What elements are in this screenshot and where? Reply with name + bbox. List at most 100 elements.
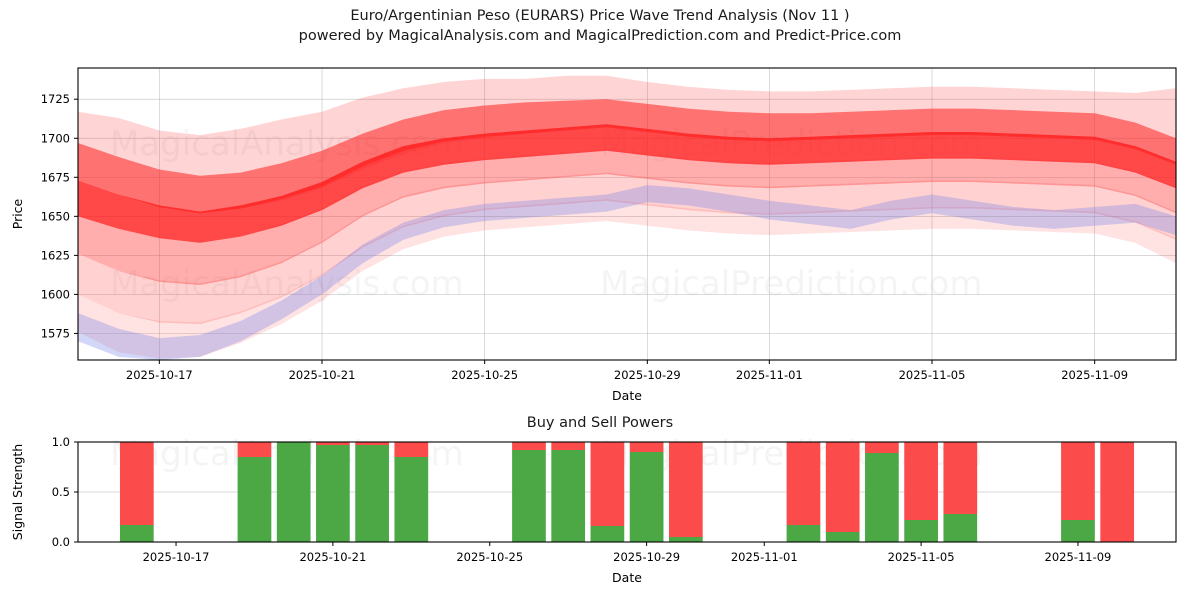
figure-title-line-2: powered by MagicalAnalysis.com and Magic… (298, 28, 902, 44)
wave-bands-layer (78, 75, 1176, 360)
y-tick-label: 0.0 (52, 535, 70, 549)
sell-power-segment[interactable] (786, 442, 821, 525)
figure-title: Euro/Argentinian Peso (EURARS) Price Wav… (0, 6, 1200, 46)
sell-power-segment[interactable] (394, 442, 429, 457)
stacked-bar[interactable] (786, 442, 821, 542)
sell-power-segment[interactable] (1100, 442, 1135, 542)
figure-title-line-1: Euro/Argentinian Peso (EURARS) Price Wav… (350, 8, 850, 24)
stacked-bar[interactable] (825, 442, 860, 542)
buy-and-sell-powers-chart: MagicalAnalysis.comMagicalPrediction.com… (10, 434, 1177, 585)
y-tick-label: 1650 (41, 209, 70, 223)
stacked-bar[interactable] (237, 442, 272, 542)
stacked-bar[interactable] (943, 442, 978, 542)
sell-power-segment[interactable] (590, 442, 625, 526)
wave-band-mid-lower-red (78, 149, 1176, 286)
wave-band-outer-lower-red (78, 172, 1176, 325)
buy-power-segment[interactable] (865, 453, 899, 542)
wave-band-blue-support-band (78, 185, 1176, 360)
x-tick-label: 2025-11-01 (736, 368, 803, 382)
x-tick-label: 2025-10-17 (126, 368, 193, 382)
x-tick-label: 2025-11-05 (888, 550, 955, 564)
x-tick-label: 2025-10-25 (456, 550, 523, 564)
stacked-bar[interactable] (276, 442, 311, 542)
buy-power-segment[interactable] (943, 514, 978, 542)
x-tick-label: 2025-11-09 (1061, 368, 1128, 382)
x-tick-label: 2025-11-05 (899, 368, 966, 382)
axes-layer: 1575 1600 1625 1650 1675 1700 1725 2025-10-17 20… (10, 67, 1177, 400)
sell-power-segment[interactable] (355, 442, 389, 445)
sell-power-segment[interactable] (865, 442, 899, 453)
sell-power-segment[interactable] (237, 442, 272, 457)
stacked-bar[interactable] (668, 442, 703, 542)
buy-power-segment[interactable] (119, 525, 154, 542)
sell-power-segment[interactable] (943, 442, 978, 514)
y-axis-label: Signal Strength (10, 444, 25, 540)
x-tick-label: 2025-10-25 (451, 368, 518, 382)
sell-power-segment[interactable] (316, 442, 350, 445)
buy-power-segment[interactable] (1061, 520, 1095, 542)
stacked-bar[interactable] (1061, 442, 1095, 542)
y-tick-label: 1725 (41, 92, 70, 106)
x-axis-label: Date (612, 388, 642, 400)
buy-power-segment[interactable] (590, 526, 625, 542)
x-tick-label: 2025-10-29 (613, 550, 680, 564)
buy-power-segment[interactable] (512, 450, 546, 542)
stacked-bar[interactable] (394, 442, 429, 542)
x-axis-label: Date (612, 570, 642, 585)
sell-power-segment[interactable] (668, 442, 703, 537)
y-tick-label: 1675 (41, 170, 70, 184)
stacked-bar[interactable] (119, 442, 154, 542)
wave-band-core-red (78, 124, 1176, 243)
sell-power-segment[interactable] (904, 442, 938, 520)
stacked-bar[interactable] (629, 442, 664, 542)
sell-power-segment[interactable] (629, 442, 664, 452)
buy-power-segment[interactable] (668, 537, 703, 542)
x-tick-label: 2025-10-17 (143, 550, 210, 564)
stacked-bar[interactable] (512, 442, 546, 542)
wave-band-inner-upper-red (78, 99, 1176, 214)
wave-band-deep-lower-red (78, 199, 1176, 359)
x-tick-label: 2025-10-21 (299, 550, 366, 564)
y-tick-label: 0.5 (52, 485, 70, 499)
buy-power-segment[interactable] (629, 452, 664, 542)
x-tick-label: 2025-11-01 (731, 550, 798, 564)
buy-power-segment[interactable] (355, 445, 389, 542)
buy-power-segment[interactable] (316, 445, 350, 542)
bars-layer (119, 442, 1135, 542)
axes-layer: 0.0 0.5 1.0 2025-10-17 2025-10-21 2025-10-25 2… (10, 435, 1177, 585)
buy-power-segment[interactable] (904, 520, 938, 542)
plot-border (77, 67, 1177, 361)
stacked-bar[interactable] (590, 442, 625, 542)
buy-power-segment[interactable] (551, 450, 586, 542)
x-tick-label: 2025-10-21 (289, 368, 356, 382)
buy-power-segment[interactable] (276, 442, 311, 542)
buy-power-segment[interactable] (825, 532, 860, 542)
y-tick-label: 1625 (41, 248, 70, 262)
buy-sell-powers-title: Buy and Sell Powers (526, 415, 674, 431)
x-tick-label: 2025-10-29 (614, 368, 681, 382)
stacked-bar[interactable] (1100, 442, 1135, 542)
buy-power-segment[interactable] (237, 457, 272, 542)
y-tick-label: 1600 (41, 287, 70, 301)
y-tick-label: 1700 (41, 131, 70, 145)
sell-power-segment[interactable] (825, 442, 860, 532)
watermark-text: MagicalAnalysis.com (110, 264, 464, 304)
y-axis-label: Price (10, 198, 25, 229)
stacked-bar[interactable] (316, 442, 350, 542)
buy-power-segment[interactable] (394, 457, 429, 542)
y-tick-label: 1.0 (52, 435, 70, 449)
sell-power-segment[interactable] (512, 442, 546, 450)
watermark-text: MagicalPrediction.com (600, 264, 983, 304)
stacked-bar[interactable] (904, 442, 938, 542)
sell-power-segment[interactable] (1061, 442, 1095, 520)
stacked-bar[interactable] (551, 442, 586, 542)
stacked-bar[interactable] (355, 442, 389, 542)
price-wave-trend-chart: MagicalAnalysis.com MagicalPrediction.com… (10, 67, 1177, 400)
buy-power-segment[interactable] (786, 525, 821, 542)
sell-power-segment[interactable] (551, 442, 586, 450)
y-tick-label: 1575 (41, 326, 70, 340)
sell-power-segment[interactable] (119, 442, 154, 525)
x-tick-label: 2025-11-09 (1045, 550, 1112, 564)
stacked-bar[interactable] (865, 442, 899, 542)
